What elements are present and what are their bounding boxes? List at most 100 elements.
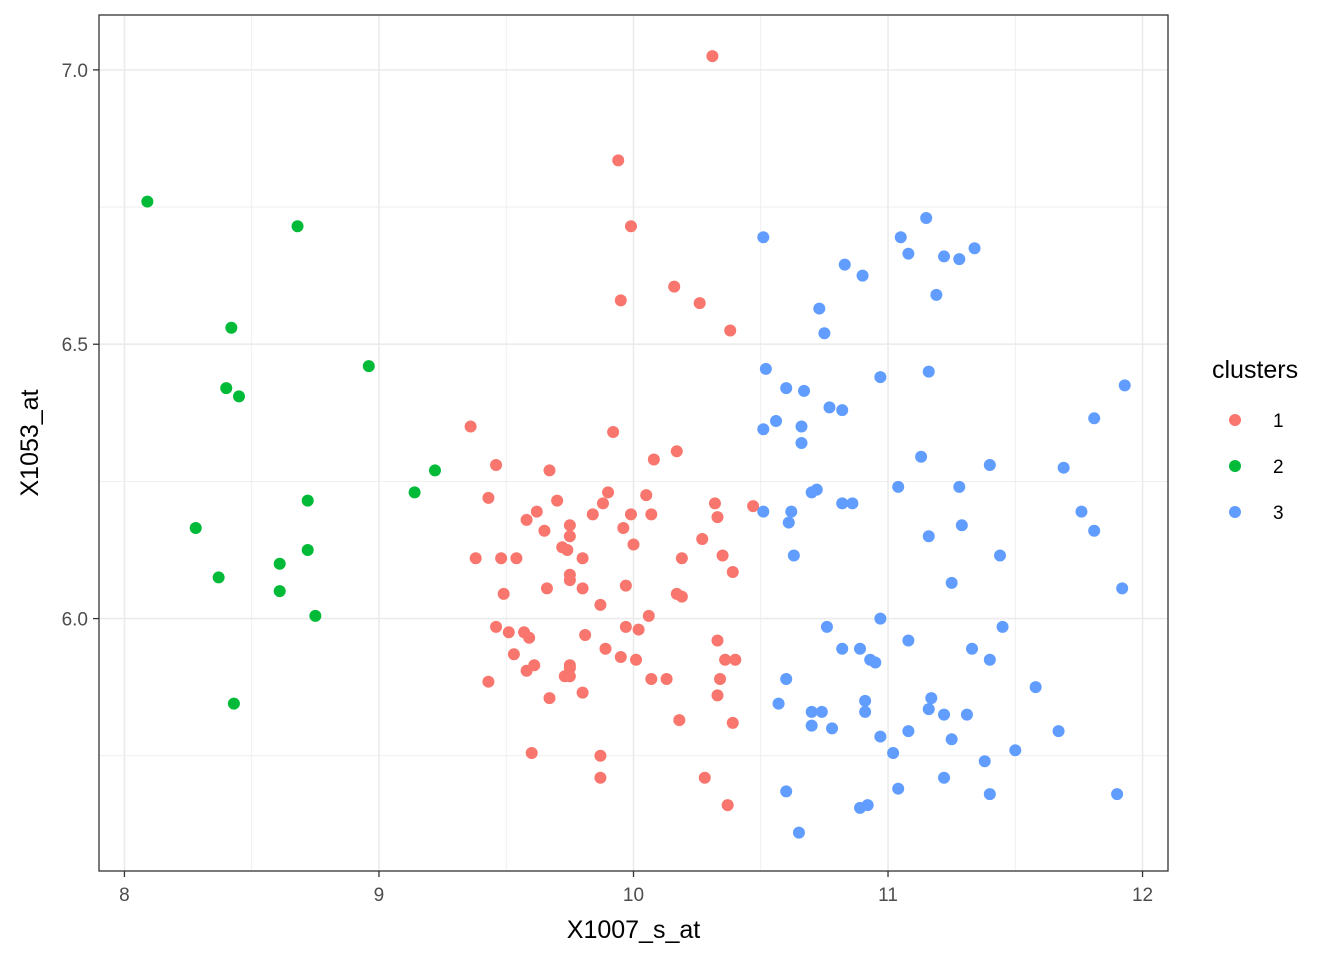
data-point-cluster-1 — [619, 579, 632, 592]
data-point-cluster-1 — [698, 771, 711, 784]
data-point-cluster-3 — [818, 327, 831, 340]
data-point-cluster-1 — [640, 489, 653, 502]
x-tick-label: 8 — [119, 885, 130, 906]
data-point-cluster-1 — [614, 294, 627, 307]
data-point-cluster-3 — [836, 497, 849, 510]
data-point-cluster-3 — [792, 826, 805, 839]
data-point-cluster-1 — [716, 549, 729, 562]
data-point-cluster-3 — [874, 371, 887, 384]
data-point-cluster-3 — [953, 480, 966, 493]
data-point-cluster-1 — [675, 590, 688, 603]
data-point-cluster-3 — [787, 549, 800, 562]
y-axis-ticks: 6.0 6.5 7.0 — [62, 61, 99, 631]
data-point-cluster-1 — [614, 651, 627, 663]
legend-label-2: 2 — [1273, 457, 1284, 478]
data-point-cluster-1 — [647, 453, 660, 466]
data-point-cluster-1 — [543, 464, 556, 477]
data-point-cluster-1 — [469, 552, 482, 565]
x-tick-label: 9 — [374, 885, 385, 906]
y-tick-label: 7.0 — [62, 61, 88, 82]
data-point-cluster-1 — [724, 324, 737, 337]
data-point-cluster-3 — [922, 530, 935, 543]
data-point-cluster-3 — [780, 382, 793, 395]
data-point-cluster-1 — [482, 491, 495, 504]
data-point-cluster-1 — [645, 508, 658, 521]
data-point-cluster-3 — [922, 703, 935, 716]
data-point-cluster-1 — [495, 552, 508, 565]
data-point-cluster-3 — [894, 231, 907, 244]
data-point-cluster-1 — [632, 623, 645, 636]
data-point-cluster-1 — [645, 672, 658, 685]
data-point-cluster-1 — [711, 689, 724, 702]
data-point-cluster-3 — [859, 694, 872, 707]
data-point-cluster-2 — [309, 609, 322, 622]
data-point-cluster-3 — [994, 549, 1007, 562]
data-point-cluster-3 — [838, 258, 851, 271]
data-point-cluster-2 — [362, 360, 375, 373]
data-point-cluster-3 — [983, 788, 996, 801]
data-point-cluster-3 — [1118, 379, 1131, 392]
data-point-cluster-2 — [212, 571, 225, 584]
data-point-cluster-2 — [301, 494, 314, 507]
data-point-cluster-3 — [785, 505, 798, 518]
data-point-cluster-1 — [586, 508, 599, 521]
data-point-cluster-3 — [922, 365, 935, 378]
data-point-cluster-1 — [576, 686, 589, 699]
data-point-cluster-3 — [757, 423, 770, 436]
legend-key-2 — [1229, 460, 1241, 472]
data-point-cluster-2 — [225, 321, 238, 334]
legend-label-3: 3 — [1273, 503, 1284, 524]
data-point-cluster-3 — [953, 253, 966, 266]
data-point-cluster-3 — [805, 486, 818, 499]
data-point-cluster-3 — [823, 401, 836, 414]
data-point-cluster-3 — [836, 642, 849, 655]
data-point-cluster-3 — [1111, 788, 1124, 801]
y-tick-label: 6.0 — [62, 610, 88, 631]
data-point-cluster-3 — [1057, 461, 1070, 474]
data-point-cluster-3 — [983, 458, 996, 471]
data-point-cluster-3 — [813, 302, 826, 315]
data-point-cluster-1 — [464, 420, 477, 433]
data-point-cluster-1 — [563, 670, 576, 683]
data-point-cluster-3 — [902, 247, 915, 260]
legend-title: clusters — [1212, 356, 1298, 384]
data-point-cluster-1 — [706, 50, 719, 63]
data-point-cluster-3 — [805, 705, 818, 718]
data-point-cluster-1 — [711, 511, 724, 524]
data-point-cluster-1 — [726, 565, 739, 578]
data-point-cluster-3 — [1009, 744, 1022, 757]
data-point-cluster-1 — [561, 544, 574, 556]
data-point-cluster-3 — [795, 437, 808, 449]
data-point-cluster-2 — [273, 585, 286, 598]
data-point-cluster-3 — [960, 708, 973, 721]
data-point-cluster-1 — [594, 749, 607, 762]
data-point-cluster-2 — [189, 522, 202, 535]
data-point-cluster-3 — [1075, 505, 1088, 518]
data-point-cluster-3 — [846, 497, 859, 510]
data-point-cluster-1 — [596, 497, 609, 510]
data-point-cluster-1 — [594, 598, 607, 611]
x-tick-label: 10 — [623, 885, 644, 906]
y-axis-title: X1053_at — [16, 389, 44, 496]
data-point-cluster-3 — [798, 384, 811, 397]
data-point-cluster-3 — [945, 733, 958, 746]
data-point-cluster-1 — [624, 508, 637, 521]
data-point-cluster-1 — [520, 664, 533, 677]
data-point-cluster-3 — [757, 231, 770, 244]
data-point-cluster-1 — [525, 747, 538, 760]
data-point-cluster-3 — [902, 634, 915, 647]
data-point-cluster-1 — [497, 587, 510, 600]
data-point-cluster-3 — [874, 612, 887, 625]
data-point-cluster-1 — [520, 513, 533, 526]
data-point-cluster-1 — [563, 574, 576, 587]
data-point-cluster-3 — [938, 250, 951, 263]
data-point-cluster-1 — [594, 771, 607, 784]
data-point-cluster-1 — [696, 533, 709, 546]
data-point-cluster-3 — [1088, 524, 1101, 537]
data-point-cluster-3 — [930, 288, 943, 301]
data-point-cluster-1 — [507, 648, 520, 661]
data-point-cluster-3 — [955, 519, 968, 532]
data-point-cluster-3 — [859, 705, 872, 718]
legend-key-1 — [1229, 414, 1241, 426]
data-point-cluster-1 — [538, 524, 551, 537]
